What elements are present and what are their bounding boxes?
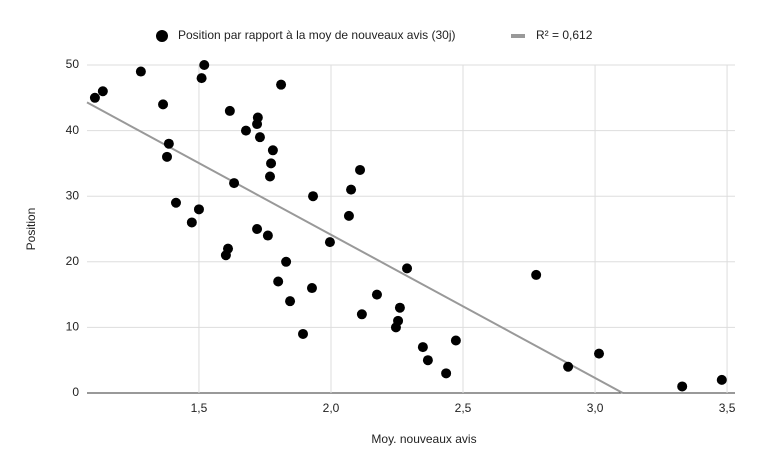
point (371, 289, 382, 300)
point (298, 328, 308, 339)
point (285, 296, 296, 307)
legend-label: Position par rapport à la moy de nouveau… (178, 28, 455, 42)
point (97, 86, 108, 97)
point (324, 237, 335, 248)
point (162, 151, 173, 162)
point (224, 105, 235, 116)
point (193, 204, 204, 215)
point (267, 145, 278, 156)
x-tick-label: 3,0 (587, 401, 604, 415)
y-tick-label: 40 (66, 123, 80, 137)
point (450, 335, 461, 346)
point (135, 66, 146, 77)
x-tick-label: 1,5 (191, 401, 208, 415)
point (163, 138, 174, 149)
point (417, 342, 428, 353)
point (563, 361, 574, 372)
point (422, 355, 433, 366)
trendline (86, 101, 624, 394)
point (264, 171, 275, 182)
point (402, 263, 413, 274)
x-tick-label: 3,5 (719, 401, 736, 415)
point (394, 302, 405, 313)
point (196, 73, 207, 84)
y-axis-title: Position (24, 208, 38, 251)
point (677, 381, 688, 392)
point (199, 60, 210, 70)
y-tick-label: 10 (66, 320, 80, 334)
y-tick-label: 20 (66, 254, 80, 268)
point (343, 210, 354, 221)
point (308, 191, 319, 202)
point (262, 230, 273, 241)
point (158, 99, 169, 110)
point (252, 119, 263, 130)
point (89, 92, 100, 103)
x-axis-title: Moy. nouveaux avis (371, 432, 476, 446)
point (531, 269, 542, 280)
point (240, 125, 251, 136)
point (281, 256, 292, 267)
x-tick-label: 2,5 (455, 401, 472, 415)
point (716, 374, 727, 385)
legend-marker (156, 30, 168, 42)
point (229, 178, 240, 189)
point (170, 197, 181, 208)
point (276, 79, 287, 90)
point (252, 224, 263, 234)
point (186, 217, 197, 228)
point (273, 276, 284, 287)
point (306, 283, 317, 294)
y-tick-label: 0 (72, 385, 79, 399)
y-tick-label: 50 (66, 57, 80, 71)
point (220, 250, 231, 261)
point (346, 184, 357, 195)
legend-label: R² = 0,612 (536, 28, 593, 42)
point (356, 309, 367, 320)
point (254, 132, 265, 143)
point (355, 164, 366, 175)
point (390, 322, 401, 333)
point (594, 348, 605, 359)
point (266, 158, 277, 169)
y-tick-label: 30 (66, 188, 80, 202)
point (441, 368, 452, 379)
x-tick-label: 2,0 (323, 401, 340, 415)
